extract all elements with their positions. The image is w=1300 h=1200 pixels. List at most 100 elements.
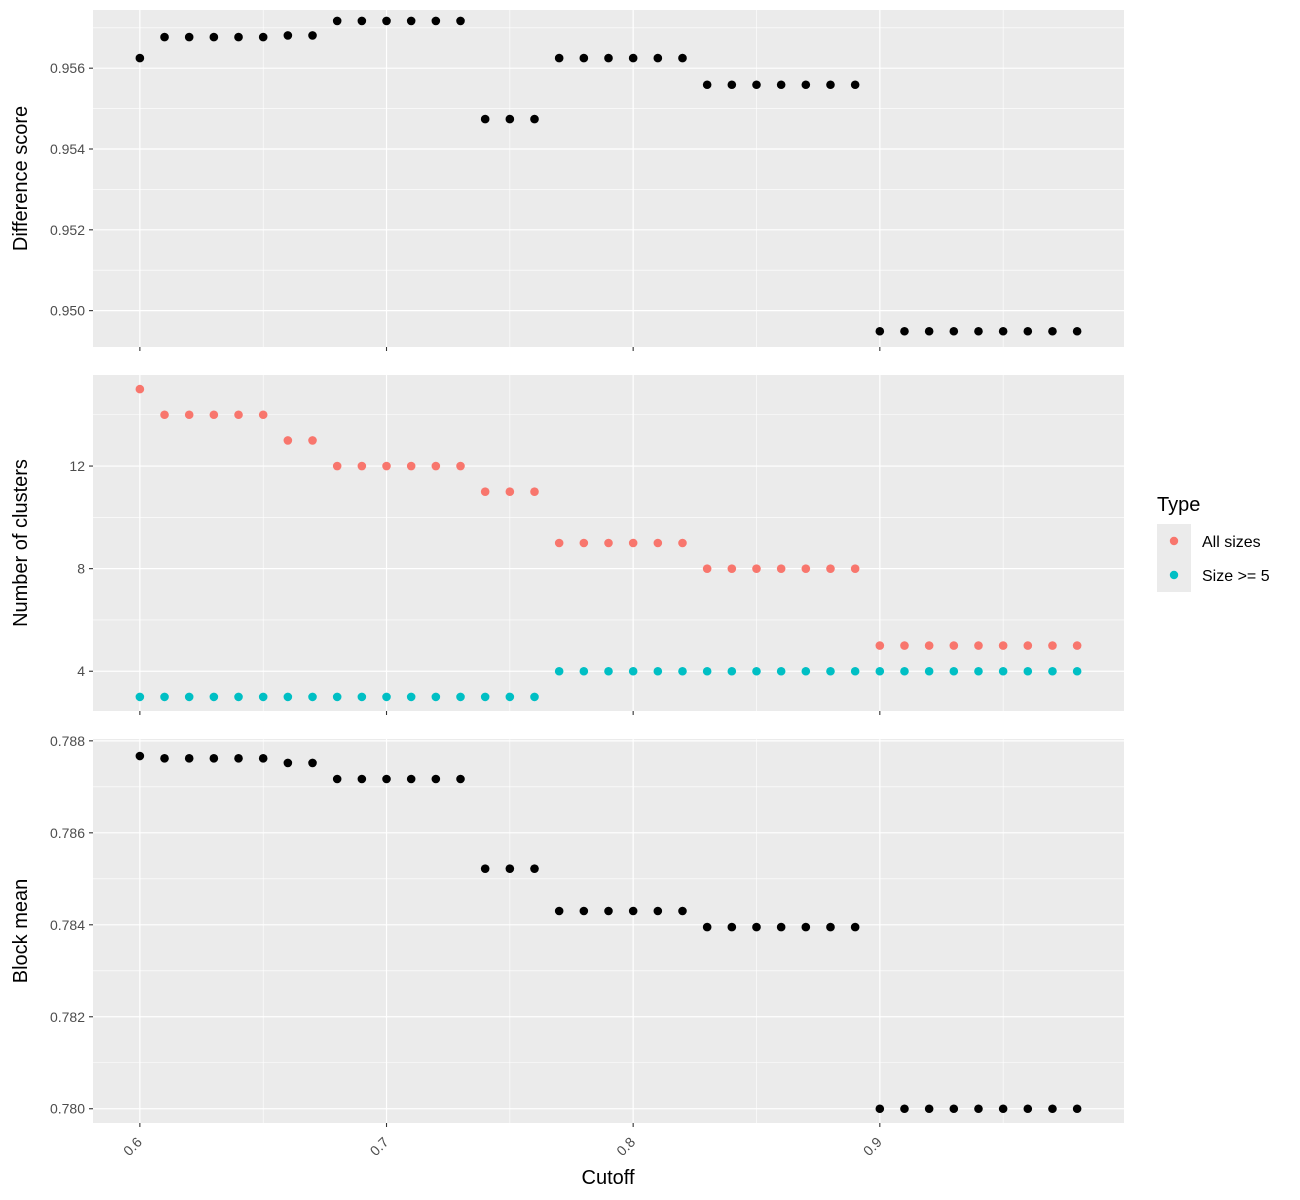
data-point [801, 922, 811, 932]
data-point [653, 538, 663, 548]
data-point [382, 461, 391, 471]
data-point [727, 922, 737, 932]
data-point [998, 326, 1008, 336]
data-point [357, 461, 367, 471]
data-point [505, 864, 515, 873]
data-point [1072, 326, 1082, 336]
data-point [875, 1104, 885, 1114]
data-point [628, 906, 638, 916]
legend: Type All sizes Size >= 5 [1157, 494, 1270, 592]
y-tick-label: 0.780 [50, 1101, 85, 1117]
data-point [209, 32, 219, 42]
data-point [406, 774, 416, 784]
y-tick-label: 0.788 [50, 733, 85, 749]
data-point [135, 53, 145, 63]
legend-marker-all-sizes [1169, 536, 1179, 546]
data-point [850, 666, 860, 676]
y-axis-title: Number of clusters [10, 459, 32, 627]
data-point [332, 774, 342, 784]
data-point [900, 326, 909, 336]
data-point [826, 564, 835, 573]
data-point [653, 53, 663, 63]
y-tick-label: 0.784 [50, 917, 85, 933]
data-point [1072, 666, 1082, 676]
data-point [456, 461, 465, 471]
y-tick-label: 0.952 [50, 222, 85, 238]
data-point [900, 666, 909, 676]
data-point [1048, 641, 1057, 650]
data-point [234, 32, 243, 42]
data-point [604, 538, 613, 548]
data-point [456, 774, 465, 784]
data-point [776, 666, 786, 676]
data-point [1048, 326, 1057, 336]
data-point [431, 461, 441, 471]
data-point [135, 384, 145, 394]
data-point [1072, 1104, 1082, 1114]
legend-label-size-ge-5: Size >= 5 [1202, 568, 1270, 585]
data-point [530, 692, 539, 702]
data-point [160, 410, 169, 420]
data-point [826, 666, 835, 676]
data-point [579, 538, 589, 548]
y-tick-label: 4 [77, 663, 85, 679]
data-point [1023, 1104, 1033, 1114]
data-point [308, 758, 317, 768]
data-point [1023, 641, 1033, 650]
data-point [974, 1104, 983, 1114]
data-point [456, 16, 465, 26]
data-point [678, 538, 687, 548]
x-tick-label: 0.8 [613, 1134, 638, 1159]
data-point [752, 80, 761, 90]
data-point [160, 754, 169, 763]
data-point [949, 1104, 959, 1114]
data-point [258, 692, 268, 702]
data-point [949, 666, 959, 676]
data-point [160, 692, 169, 702]
data-point [456, 692, 465, 702]
data-point [382, 692, 391, 702]
data-point [752, 922, 761, 932]
data-point [801, 80, 811, 90]
y-tick-label: 0.950 [50, 303, 85, 319]
data-point [234, 754, 243, 763]
data-point [604, 906, 613, 916]
data-point [332, 16, 342, 26]
data-point [431, 692, 441, 702]
data-point [801, 666, 811, 676]
data-point [160, 32, 169, 42]
data-point [234, 692, 243, 702]
data-point [875, 326, 885, 336]
y-tick-label: 8 [77, 561, 85, 577]
x-tick-label: 0.9 [860, 1134, 885, 1159]
data-point [357, 692, 367, 702]
data-point [184, 410, 194, 420]
data-point [209, 692, 219, 702]
data-point [702, 922, 712, 932]
panel-1: 0.950 0.952 0.954 0.956 Difference score [10, 10, 1124, 351]
data-point [283, 436, 293, 445]
data-point [826, 80, 835, 90]
data-point [135, 751, 145, 761]
data-point [332, 461, 342, 471]
data-point [431, 774, 441, 784]
data-point [974, 641, 983, 650]
data-point [554, 538, 564, 548]
y-tick-label: 0.954 [50, 141, 85, 157]
data-point [480, 487, 490, 497]
data-point [850, 80, 860, 90]
data-point [184, 692, 194, 702]
panel-background [93, 10, 1124, 347]
data-point [184, 32, 194, 42]
data-point [1023, 326, 1033, 336]
data-point [974, 326, 983, 336]
data-point [949, 641, 959, 650]
data-point [653, 666, 663, 676]
data-point [283, 31, 293, 40]
x-axis-title: Cutoff [582, 1167, 635, 1189]
data-point [875, 641, 885, 650]
data-point [924, 641, 934, 650]
data-point [826, 922, 835, 932]
data-point [949, 326, 959, 336]
data-point [1023, 666, 1033, 676]
